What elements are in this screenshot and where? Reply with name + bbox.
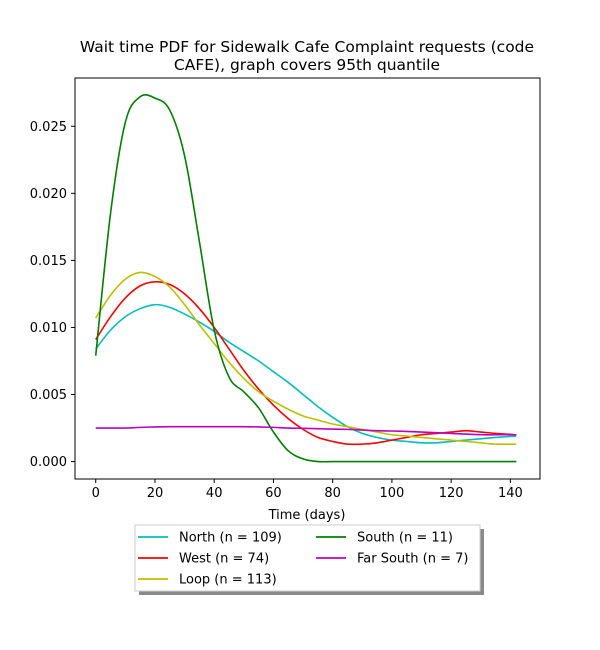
legend-label-far-south: Far South (n = 7) xyxy=(357,552,468,567)
x-axis-label: Time (days) xyxy=(268,508,346,523)
y-axis: 0.000 0.005 0.010 0.015 0.020 0.025 xyxy=(30,120,75,470)
x-tick-label: 40 xyxy=(206,486,223,501)
series-line-loop xyxy=(95,271,517,446)
series-line-south xyxy=(94,94,517,463)
x-tick-label: 20 xyxy=(147,486,164,501)
series-line-far-south xyxy=(95,425,517,436)
legend-box xyxy=(134,524,481,592)
series-line-west xyxy=(95,281,517,446)
chart-title-line-2: CAFE), graph covers 95th quantile xyxy=(174,56,440,74)
y-tick-label: 0.025 xyxy=(30,120,67,135)
y-tick-label: 0.010 xyxy=(30,321,67,336)
y-tick-label: 0.020 xyxy=(30,187,67,202)
chart-title-line-1: Wait time PDF for Sidewalk Cafe Complain… xyxy=(80,38,534,56)
x-tick-label: 0 xyxy=(92,486,100,501)
x-tick-label: 80 xyxy=(324,486,341,501)
series-lines xyxy=(94,94,517,463)
x-tick-label: 120 xyxy=(439,486,464,501)
x-axis: 0 20 40 60 80 100 120 140 xyxy=(92,479,523,501)
plot-area xyxy=(74,77,541,480)
legend-label-west: West (n = 74) xyxy=(179,552,269,567)
x-tick-label: 100 xyxy=(379,486,404,501)
legend-label-loop: Loop (n = 113) xyxy=(179,573,277,588)
legend: North (n = 109) West (n = 74) Loop (n = 11… xyxy=(134,524,484,595)
y-tick-label: 0.000 xyxy=(30,455,67,470)
legend-label-north: North (n = 109) xyxy=(179,531,282,546)
y-tick-label: 0.015 xyxy=(30,254,67,269)
x-tick-label: 140 xyxy=(498,486,523,501)
legend-label-south: South (n = 11) xyxy=(357,531,453,546)
series-line-north xyxy=(95,303,517,444)
x-tick-label: 60 xyxy=(265,486,282,501)
y-tick-label: 0.005 xyxy=(30,388,67,403)
